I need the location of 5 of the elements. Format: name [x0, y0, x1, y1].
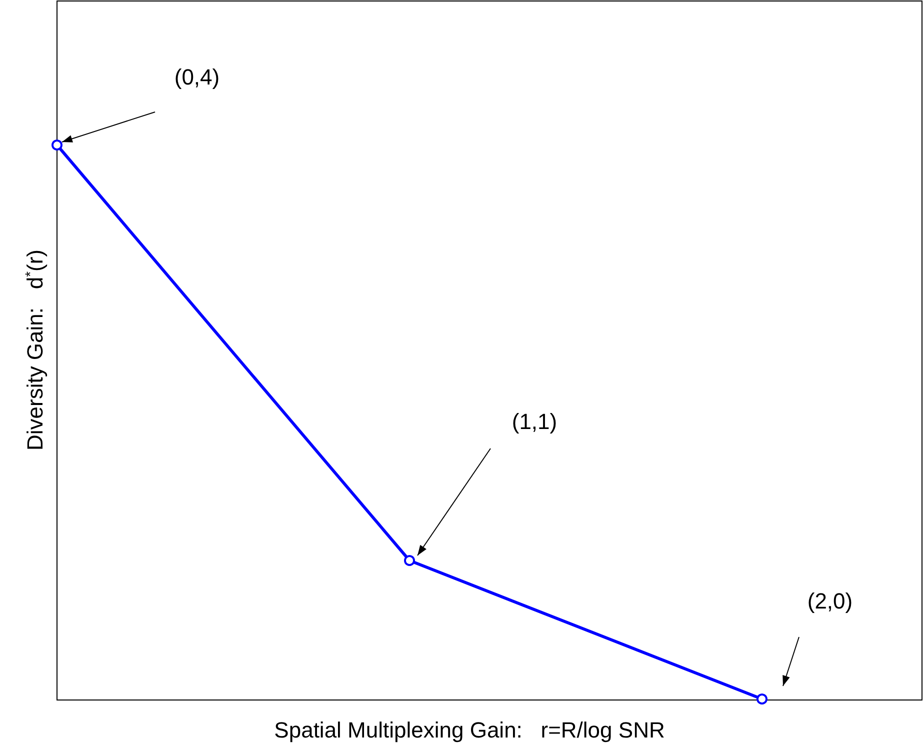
text: (0,4): [174, 64, 220, 90]
annotation: (1,1): [512, 409, 558, 434]
y-axis-title: Diversity Gain: d*(r): [22, 249, 48, 451]
x-axis-title: Spatial Multiplexing Gain: r=R/log SNR: [274, 718, 665, 742]
annotation: (2,0): [807, 588, 853, 614]
